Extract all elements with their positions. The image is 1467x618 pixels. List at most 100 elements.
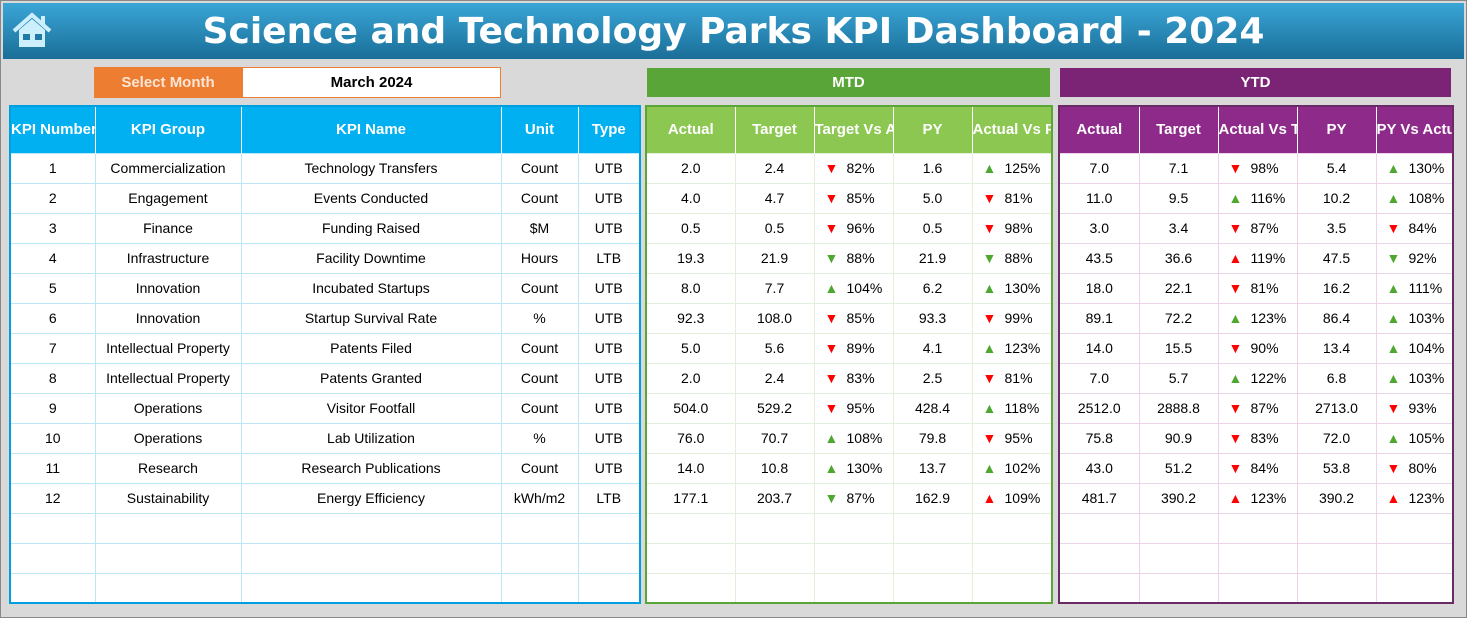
variance-percent: 130% (846, 460, 883, 476)
variance-cell: ▲ 130% (813, 452, 894, 484)
variance-cell: ▼ 90% (1217, 332, 1298, 364)
empty-cell (892, 542, 973, 574)
arrow-down-icon: ▼ (824, 490, 839, 506)
variance-cell: ▲ 130% (1375, 152, 1454, 184)
table-cell: kWh/m2 (500, 482, 579, 514)
empty-cell (1375, 542, 1454, 574)
variance-cell: ▼ 85% (813, 182, 894, 214)
table-cell: Count (500, 152, 579, 184)
table-cell: 86.4 (1296, 302, 1377, 334)
variance-percent: 95% (1004, 430, 1033, 446)
table-cell: 43.0 (1058, 452, 1140, 484)
arrow-down-icon: ▼ (1228, 280, 1243, 296)
variance-percent: 80% (1408, 460, 1437, 476)
variance-percent: 99% (1004, 310, 1033, 326)
mtd-section-header: MTD (647, 68, 1050, 97)
arrow-up-icon: ▲ (982, 460, 997, 476)
page-title: Science and Technology Parks KPI Dashboa… (202, 11, 1265, 52)
empty-cell (9, 542, 96, 574)
table-cell: UTB (577, 272, 641, 304)
table-cell: $M (500, 212, 579, 244)
table-cell: 43.5 (1058, 242, 1140, 274)
empty-cell (240, 572, 502, 604)
empty-cell (577, 512, 641, 544)
table-row: 92.3 108.0 ▼ 85% 93.3 ▼ 99% (645, 302, 1053, 334)
table-cell: 18.0 (1058, 272, 1140, 304)
empty-cell (734, 572, 815, 604)
column-header: KPI Group (95, 106, 242, 153)
table-row: 43.5 36.6 ▲ 119% 47.5 ▼ 92% (1058, 242, 1454, 274)
empty-cell (645, 572, 736, 604)
variance-cell: ▼ 99% (971, 302, 1053, 334)
arrow-up-icon: ▲ (982, 280, 997, 296)
arrow-up-icon: ▲ (1386, 340, 1401, 356)
table-cell: 36.6 (1138, 242, 1219, 274)
table-cell: 16.2 (1296, 272, 1377, 304)
table-row: 504.0 529.2 ▼ 95% 428.4 ▲ 118% (645, 392, 1053, 424)
column-header: KPI Name (241, 106, 502, 153)
table-cell: 2512.0 (1058, 392, 1140, 424)
variance-cell: ▼ 87% (1217, 392, 1298, 424)
variance-cell: ▲ 104% (813, 272, 894, 304)
table-row: 75.8 90.9 ▼ 83% 72.0 ▲ 105% (1058, 422, 1454, 454)
variance-percent: 102% (1004, 460, 1041, 476)
arrow-up-icon: ▲ (1386, 190, 1401, 206)
variance-cell: ▼ 83% (813, 362, 894, 394)
table-cell: 70.7 (734, 422, 815, 454)
empty-cell (1058, 512, 1140, 544)
table-cell: Commercialization (94, 152, 242, 184)
table-row: 4 Infrastructure Facility Downtime Hours LTB (9, 242, 641, 274)
column-header: PY (893, 106, 973, 153)
empty-cell (9, 512, 96, 544)
table-cell: Innovation (94, 302, 242, 334)
empty-cell (500, 512, 579, 544)
arrow-down-icon: ▼ (1228, 340, 1243, 356)
table-cell: Technology Transfers (240, 152, 502, 184)
table-cell: Patents Granted (240, 362, 502, 394)
table-cell: 8.0 (645, 272, 736, 304)
table-row: 11 Research Research Publications Count UTB (9, 452, 641, 484)
arrow-down-icon: ▼ (824, 310, 839, 326)
variance-percent: 103% (1408, 370, 1445, 386)
variance-percent: 82% (846, 160, 875, 176)
table-row: 10 Operations Lab Utilization% UTB (9, 422, 641, 454)
table-cell: 177.1 (645, 482, 736, 514)
variance-percent: 88% (1004, 250, 1033, 266)
table-cell: 5.0 (645, 332, 736, 364)
table-cell: 3.0 (1058, 212, 1140, 244)
month-select[interactable]: March 2024 (242, 67, 501, 98)
empty-cell (1138, 512, 1219, 544)
variance-percent: 89% (846, 340, 875, 356)
table-cell: 72.0 (1296, 422, 1377, 454)
variance-percent: 118% (1004, 400, 1040, 416)
table-row: 11.0 9.5 ▲ 116% 10.2 ▲ 108% (1058, 182, 1454, 214)
arrow-up-icon: ▲ (1386, 490, 1401, 506)
table-row: 89.1 72.2 ▲ 123% 86.4 ▲ 103% (1058, 302, 1454, 334)
table-row: 8 Intellectual Property Patents Granted Cou… (9, 362, 641, 394)
table-cell: 47.5 (1296, 242, 1377, 274)
table-cell: % (500, 422, 579, 454)
table-row: 2 Engagement Events Conducted Count UTB (9, 182, 641, 214)
table-row: 19.3 21.9 ▼ 88% 21.9 ▼ 88% (645, 242, 1053, 274)
table-cell: 76.0 (645, 422, 736, 454)
column-header: Actual Vs PY (972, 106, 1053, 153)
table-cell: 21.9 (734, 242, 815, 274)
table-cell: % (500, 302, 579, 334)
variance-percent: 108% (1408, 190, 1445, 206)
column-header: KPI Number (10, 106, 96, 153)
variance-cell: ▼ 87% (813, 482, 894, 514)
home-icon[interactable] (11, 11, 53, 51)
empty-cell (577, 542, 641, 574)
table-cell: 3 (9, 212, 96, 244)
variance-percent: 81% (1004, 370, 1033, 386)
empty-cell (971, 542, 1053, 574)
table-cell: Intellectual Property (94, 362, 242, 394)
arrow-down-icon: ▼ (824, 250, 839, 266)
variance-cell: ▲ 123% (1217, 302, 1298, 334)
table-cell: UTB (577, 332, 641, 364)
table-cell: 481.7 (1058, 482, 1140, 514)
table-cell: Intellectual Property (94, 332, 242, 364)
arrow-down-icon: ▼ (982, 220, 997, 236)
table-cell: 14.0 (645, 452, 736, 484)
